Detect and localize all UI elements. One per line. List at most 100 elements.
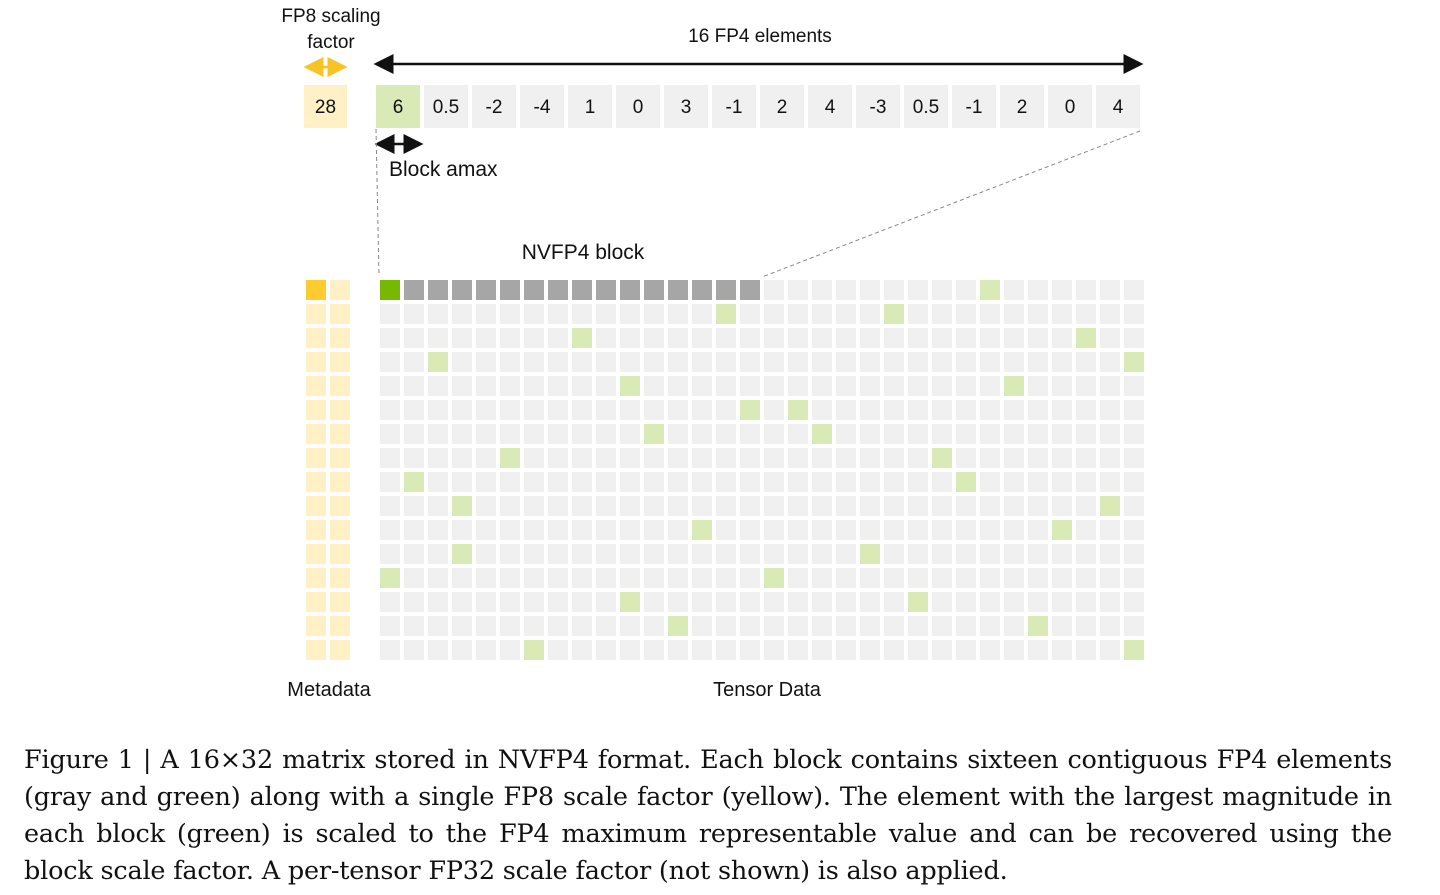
element-cell (740, 376, 760, 396)
element-cell (1004, 472, 1024, 492)
element-cell (620, 520, 640, 540)
element-cell (476, 400, 496, 420)
element-cell (1028, 328, 1048, 348)
element-cell (764, 496, 784, 516)
element-cell (788, 448, 808, 468)
amax-cell (1124, 640, 1144, 660)
scale-cell (330, 472, 350, 492)
element-cell (692, 472, 712, 492)
element-cell (812, 376, 832, 396)
element-cell (404, 568, 424, 588)
element-cell (1052, 352, 1072, 372)
element-cell (500, 472, 520, 492)
element-cell (572, 280, 592, 300)
element-value: 2 (1017, 97, 1028, 118)
element-cell (932, 520, 952, 540)
element-cell (788, 640, 808, 660)
element-value: -2 (486, 97, 503, 118)
element-cell (836, 376, 856, 396)
element-cell (980, 424, 1000, 444)
element-cell (500, 616, 520, 636)
element-cell (980, 568, 1000, 588)
element-cell (956, 328, 976, 348)
element-cell (668, 496, 688, 516)
element-cell (860, 280, 880, 300)
element-cell (716, 520, 736, 540)
element-cell (956, 400, 976, 420)
element-cell (668, 424, 688, 444)
element-cell (860, 472, 880, 492)
element-cell (764, 592, 784, 612)
element-cell (716, 376, 736, 396)
element-cell (740, 280, 760, 300)
elements-title: 16 FP4 elements (688, 26, 832, 47)
element-value: -3 (870, 97, 887, 118)
element-cell (764, 640, 784, 660)
amax-cell (572, 328, 592, 348)
element-cell (404, 496, 424, 516)
element-cell (1100, 520, 1120, 540)
element-value: 0 (1065, 97, 1076, 118)
amax-cell (452, 496, 472, 516)
element-cell (476, 496, 496, 516)
element-cell (1004, 544, 1024, 564)
element-cell (1028, 640, 1048, 660)
element-cell (860, 448, 880, 468)
element-cell (932, 496, 952, 516)
scale-factor-value: 28 (315, 97, 336, 118)
element-cell (1076, 472, 1096, 492)
amax-cell (1004, 376, 1024, 396)
element-cell (668, 352, 688, 372)
element-cell (1028, 592, 1048, 612)
element-cell (596, 352, 616, 372)
element-value: 2 (777, 97, 788, 118)
amax-cell (428, 352, 448, 372)
element-cell (980, 520, 1000, 540)
element-cell (860, 592, 880, 612)
element-cell (740, 616, 760, 636)
element-cell (1124, 424, 1144, 444)
element-cell (404, 328, 424, 348)
element-cell (1052, 616, 1072, 636)
element-cell (908, 376, 928, 396)
element-cell (1004, 448, 1024, 468)
element-cell (428, 640, 448, 660)
element-cell (980, 448, 1000, 468)
element-cell (596, 400, 616, 420)
element-cell (884, 568, 904, 588)
element-cell (524, 352, 544, 372)
element-cell (1100, 472, 1120, 492)
element-cell (1028, 544, 1048, 564)
element-cell (1076, 400, 1096, 420)
element-cell (956, 352, 976, 372)
element-cell (932, 640, 952, 660)
element-cell (644, 304, 664, 324)
metadata-label: Metadata (287, 679, 371, 701)
element-cell (1124, 568, 1144, 588)
element-cell (1052, 376, 1072, 396)
element-cell (884, 448, 904, 468)
element-cell (980, 472, 1000, 492)
element-cell (1100, 304, 1120, 324)
amax-cell (788, 400, 808, 420)
element-cell (620, 280, 640, 300)
element-cell (548, 376, 568, 396)
element-cell (548, 448, 568, 468)
element-cell (1076, 280, 1096, 300)
scale-cell (306, 280, 326, 300)
element-cell (788, 496, 808, 516)
element-cell (856, 85, 900, 128)
scale-cell (330, 544, 350, 564)
element-cell (1124, 376, 1144, 396)
element-cell (716, 544, 736, 564)
element-cell (1052, 568, 1072, 588)
element-cell (836, 544, 856, 564)
element-cell (500, 640, 520, 660)
element-cell (404, 448, 424, 468)
element-cell (836, 424, 856, 444)
scale-cell (330, 424, 350, 444)
element-cell (908, 616, 928, 636)
element-cell (956, 304, 976, 324)
element-cell (596, 304, 616, 324)
element-cell (476, 304, 496, 324)
